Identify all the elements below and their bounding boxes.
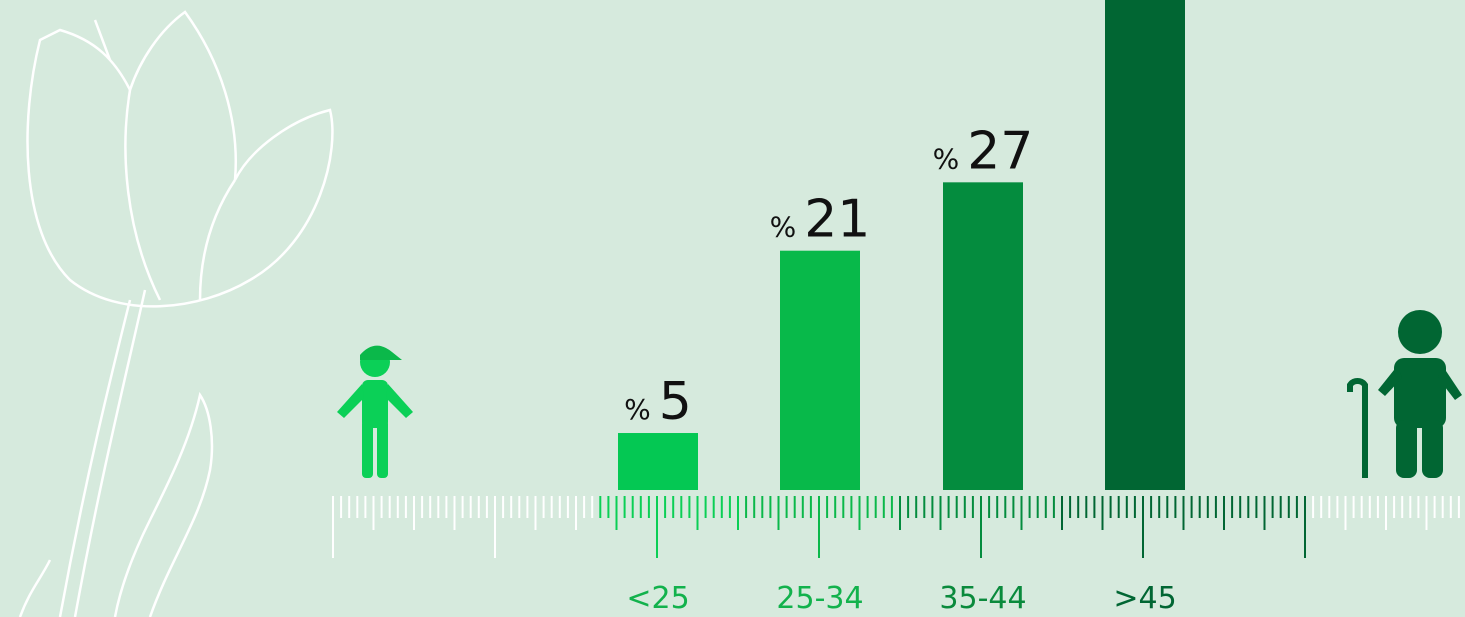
x-tick-label: <25 [626, 581, 689, 616]
tulip-decoration [18, 10, 334, 617]
value-label: % 5 [624, 372, 692, 432]
value-label: % 21 [770, 190, 871, 250]
value-label: % 27 [933, 121, 1034, 181]
value-number: 21 [804, 190, 870, 250]
ruler [332, 496, 1460, 558]
bar [1105, 0, 1185, 491]
bar [618, 433, 698, 490]
value-prefix: % [770, 211, 797, 244]
value-number: 27 [967, 121, 1033, 181]
x-tick-label: 25-34 [776, 581, 863, 616]
elderly-icon [1347, 310, 1462, 478]
value-prefix: % [624, 393, 651, 426]
x-tick-label: >45 [1113, 581, 1176, 616]
bar [780, 250, 860, 490]
value-number: 5 [659, 372, 692, 432]
value-prefix: % [933, 142, 960, 175]
child-icon [337, 345, 413, 478]
bar [943, 182, 1023, 491]
x-tick-label: 35-44 [939, 581, 1026, 616]
